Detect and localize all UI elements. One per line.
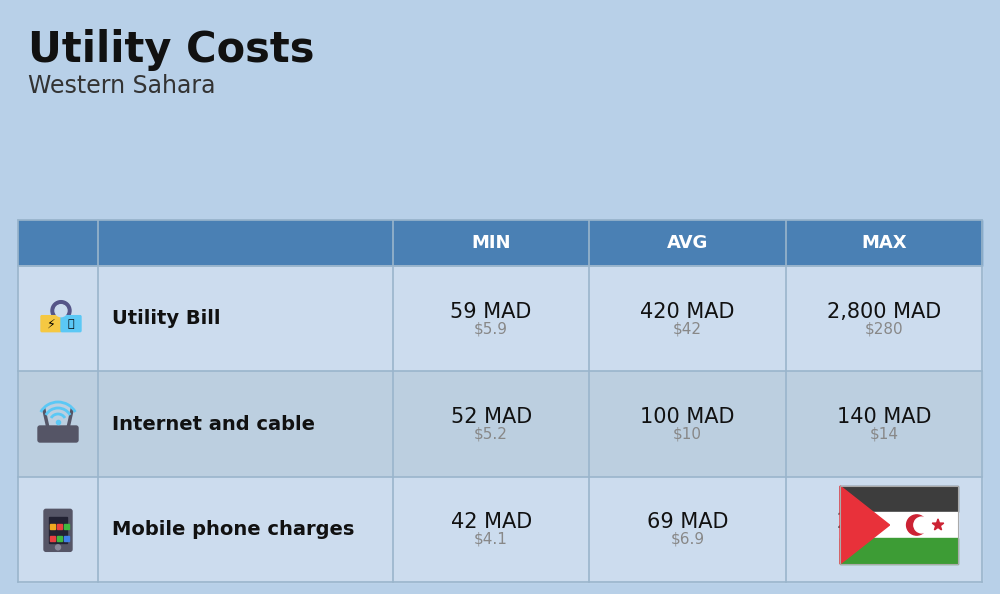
Text: 💧: 💧 xyxy=(68,318,74,328)
Bar xyxy=(50,536,55,541)
Polygon shape xyxy=(840,486,890,564)
Bar xyxy=(50,525,55,529)
FancyBboxPatch shape xyxy=(44,509,72,551)
Text: $42: $42 xyxy=(673,321,702,336)
Bar xyxy=(840,486,958,512)
Bar xyxy=(49,517,67,544)
Text: $4.1: $4.1 xyxy=(474,532,508,547)
Text: MAX: MAX xyxy=(861,234,907,252)
Text: 100 MAD: 100 MAD xyxy=(640,407,735,427)
Text: Internet and cable: Internet and cable xyxy=(112,415,315,434)
Bar xyxy=(786,220,982,266)
Bar xyxy=(840,486,958,564)
Text: $10: $10 xyxy=(673,426,702,441)
Bar xyxy=(840,512,958,538)
Polygon shape xyxy=(932,519,944,530)
Text: $280: $280 xyxy=(865,321,903,336)
Circle shape xyxy=(55,305,67,317)
Bar xyxy=(18,371,982,476)
Text: Western Sahara: Western Sahara xyxy=(28,74,216,98)
Circle shape xyxy=(914,517,930,533)
Circle shape xyxy=(51,301,71,321)
Bar xyxy=(18,476,982,582)
Bar xyxy=(589,220,786,266)
Text: 69 MAD: 69 MAD xyxy=(647,513,728,532)
Bar xyxy=(64,525,69,529)
Text: MIN: MIN xyxy=(471,234,511,252)
Text: 52 MAD: 52 MAD xyxy=(451,407,532,427)
Text: 420 MAD: 420 MAD xyxy=(640,302,735,322)
Text: Utility Bill: Utility Bill xyxy=(112,309,220,328)
Circle shape xyxy=(907,515,927,535)
Text: Utility Costs: Utility Costs xyxy=(28,29,314,71)
Text: ⚡: ⚡ xyxy=(47,317,55,330)
Text: $5.9: $5.9 xyxy=(474,321,508,336)
Bar xyxy=(64,536,69,541)
Bar xyxy=(18,220,393,266)
Bar xyxy=(840,538,958,564)
Text: 140 MAD: 140 MAD xyxy=(837,407,931,427)
Bar xyxy=(393,220,589,266)
Text: 210 MAD: 210 MAD xyxy=(837,513,931,532)
Bar xyxy=(57,536,62,541)
FancyBboxPatch shape xyxy=(38,426,78,442)
FancyBboxPatch shape xyxy=(41,315,61,331)
Text: 2,800 MAD: 2,800 MAD xyxy=(827,302,941,322)
Text: $5.2: $5.2 xyxy=(474,426,508,441)
Circle shape xyxy=(56,545,60,550)
Bar xyxy=(18,266,982,371)
FancyBboxPatch shape xyxy=(61,315,81,331)
Text: $6.9: $6.9 xyxy=(670,532,705,547)
Text: $14: $14 xyxy=(869,426,898,441)
Text: AVG: AVG xyxy=(667,234,708,252)
Bar xyxy=(57,525,62,529)
Text: Mobile phone charges: Mobile phone charges xyxy=(112,520,354,539)
Text: 42 MAD: 42 MAD xyxy=(451,513,532,532)
Text: 59 MAD: 59 MAD xyxy=(450,302,532,322)
Text: $21: $21 xyxy=(869,532,898,547)
